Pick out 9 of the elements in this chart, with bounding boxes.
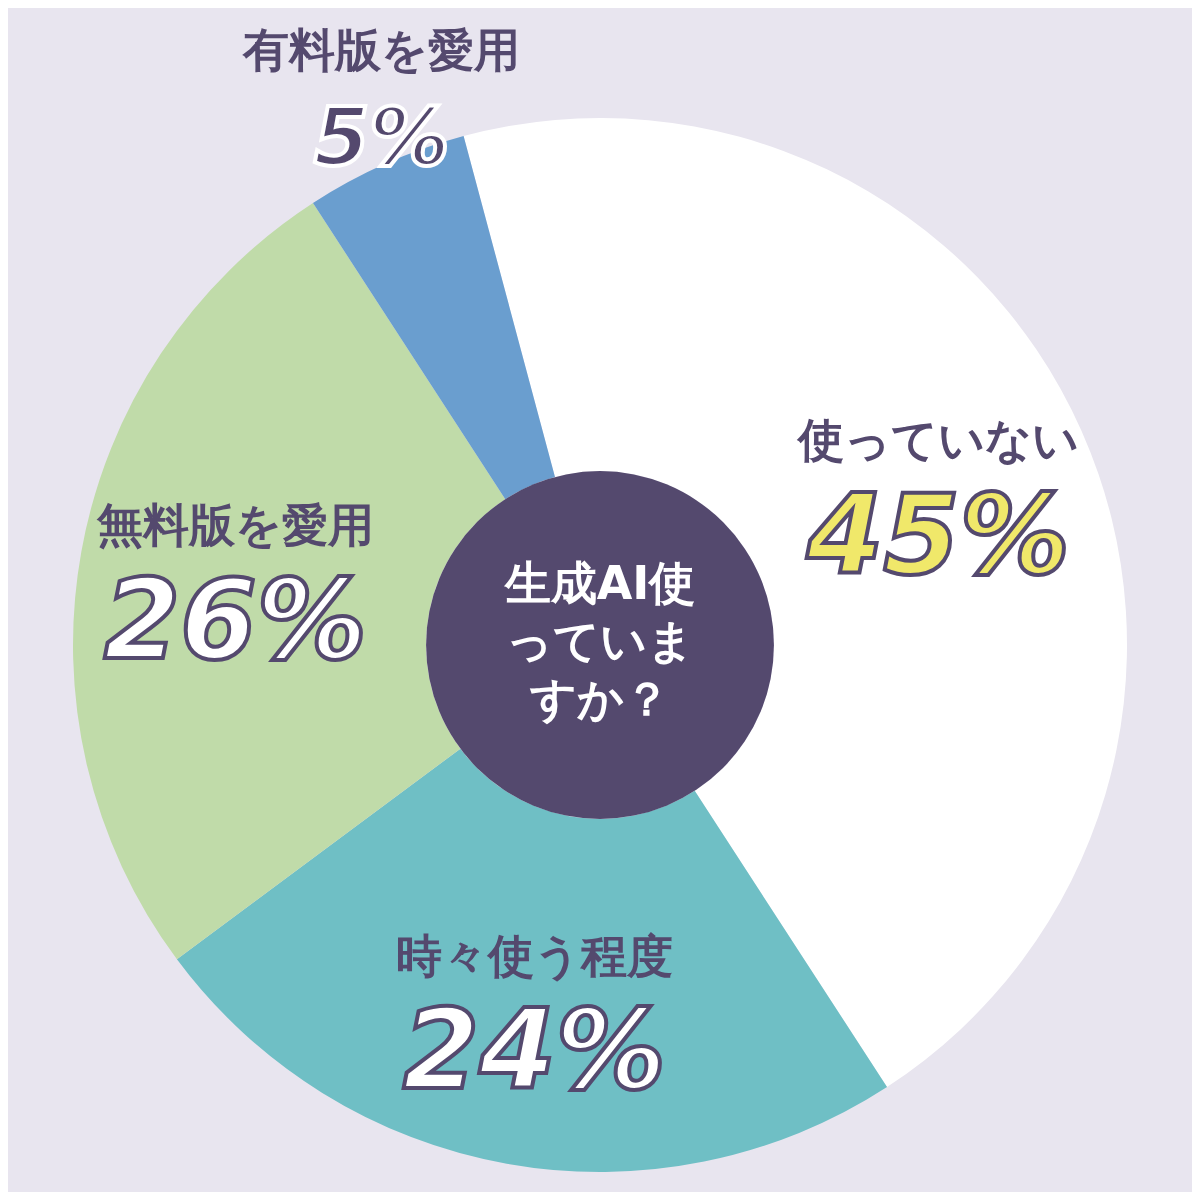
slice-label: 無料版を愛用: [95, 498, 374, 553]
slice-label: 使っていない: [795, 413, 1079, 468]
data-label: 26%: [103, 555, 368, 684]
data-label: 45%: [805, 470, 1071, 599]
slice-label: 有料版を愛用: [242, 23, 521, 78]
slice-label: 時々使う程度: [395, 928, 673, 983]
data-label: 5%: [313, 91, 450, 185]
data-label: 24%: [402, 986, 667, 1115]
text: 生成AI使っていますか？: [502, 555, 696, 726]
